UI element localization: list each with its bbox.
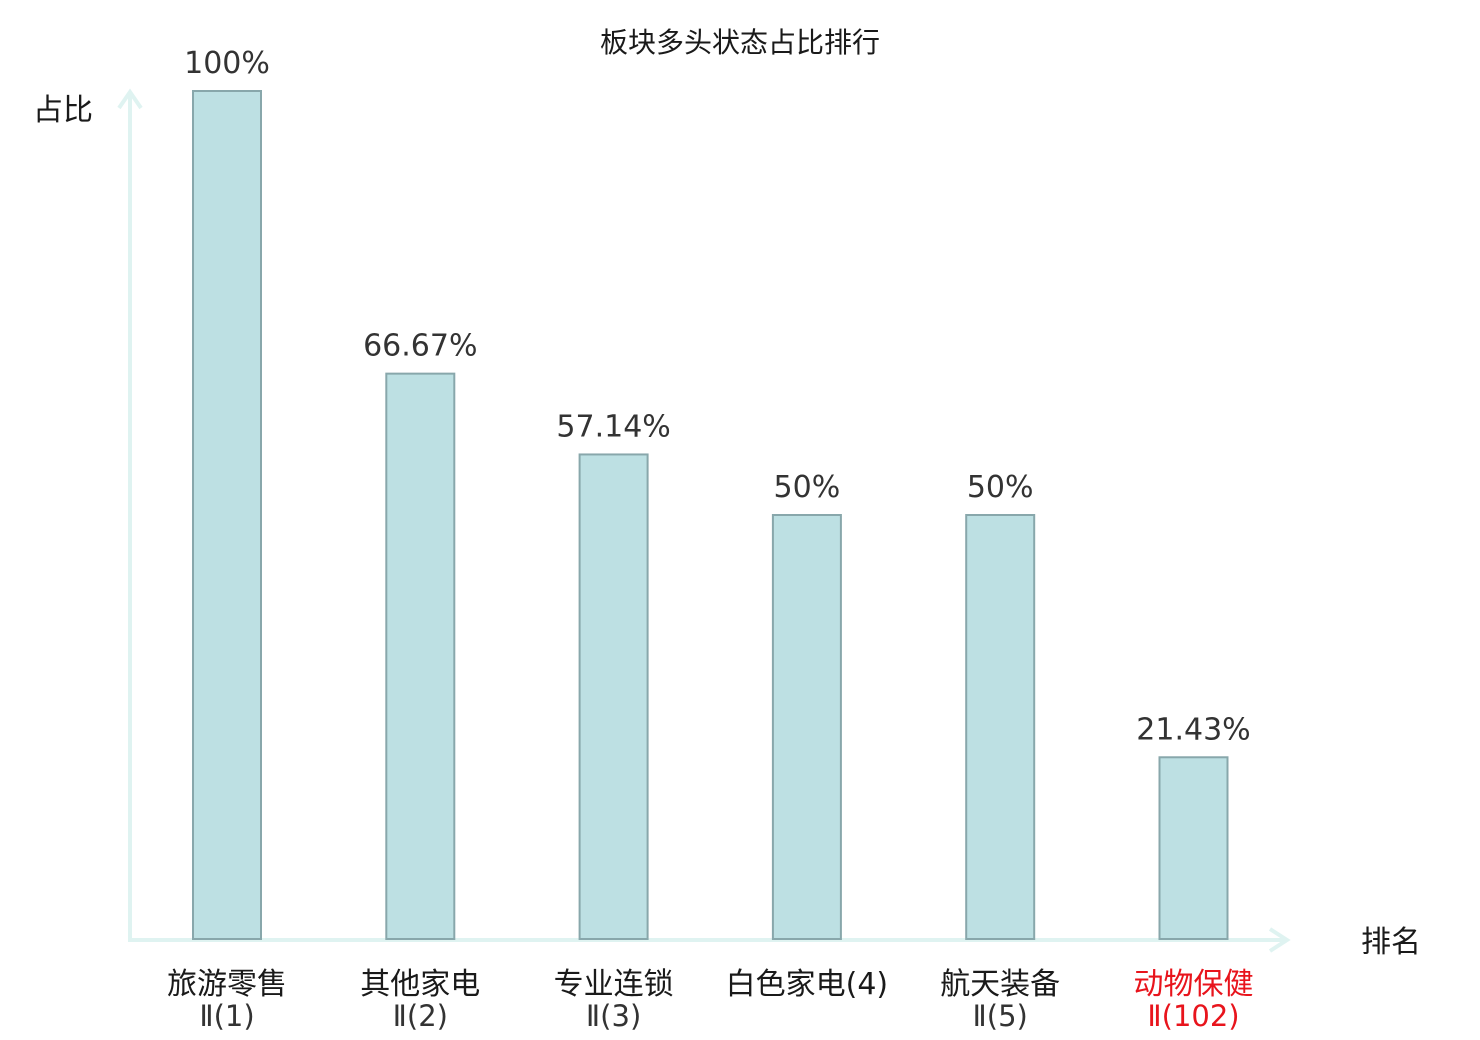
category-label-6: 动物保健 [1134, 967, 1254, 1002]
bar-1 [192, 90, 262, 940]
value-label-3: 57.14% [556, 409, 670, 444]
bar-2 [385, 372, 456, 940]
value-labels-group: 100% 66.67% 57.14% 50% 50% 21.43% [184, 46, 1251, 747]
bar-3 [578, 453, 649, 940]
value-label-2: 66.67% [363, 329, 477, 364]
x-axis-label: 排名 [1361, 925, 1421, 960]
bar-6 [1158, 756, 1229, 941]
value-label-6: 21.43% [1136, 712, 1250, 747]
bars-group [192, 90, 1229, 941]
category-sublabel-6: Ⅱ(102) [1147, 999, 1239, 1033]
category-label-2: 其他家电 [360, 967, 480, 1002]
chart-title: 板块多头状态占比排行 [600, 26, 880, 59]
y-axis-label: 占比 [33, 93, 93, 128]
x-axis-arrow [1268, 927, 1291, 953]
category-sublabel-5: Ⅱ(5) [973, 999, 1028, 1033]
category-sublabel-2: Ⅱ(2) [393, 999, 448, 1033]
bar-5 [965, 514, 1036, 940]
value-label-5: 50% [967, 470, 1034, 505]
category-label-3: 专业连锁 [554, 967, 674, 1002]
value-label-1: 100% [184, 46, 270, 81]
value-label-4: 50% [774, 470, 841, 505]
axes [117, 88, 1291, 953]
category-label-5: 航天装备 [940, 967, 1060, 1002]
bar-4 [771, 514, 842, 940]
y-axis-arrow [117, 88, 143, 110]
category-sublabel-3: Ⅱ(3) [586, 999, 641, 1033]
category-label-1: 旅游零售 [167, 967, 287, 1002]
category-label-4: 白色家电(4) [726, 967, 889, 1002]
category-sublabel-1: Ⅱ(1) [199, 999, 254, 1033]
